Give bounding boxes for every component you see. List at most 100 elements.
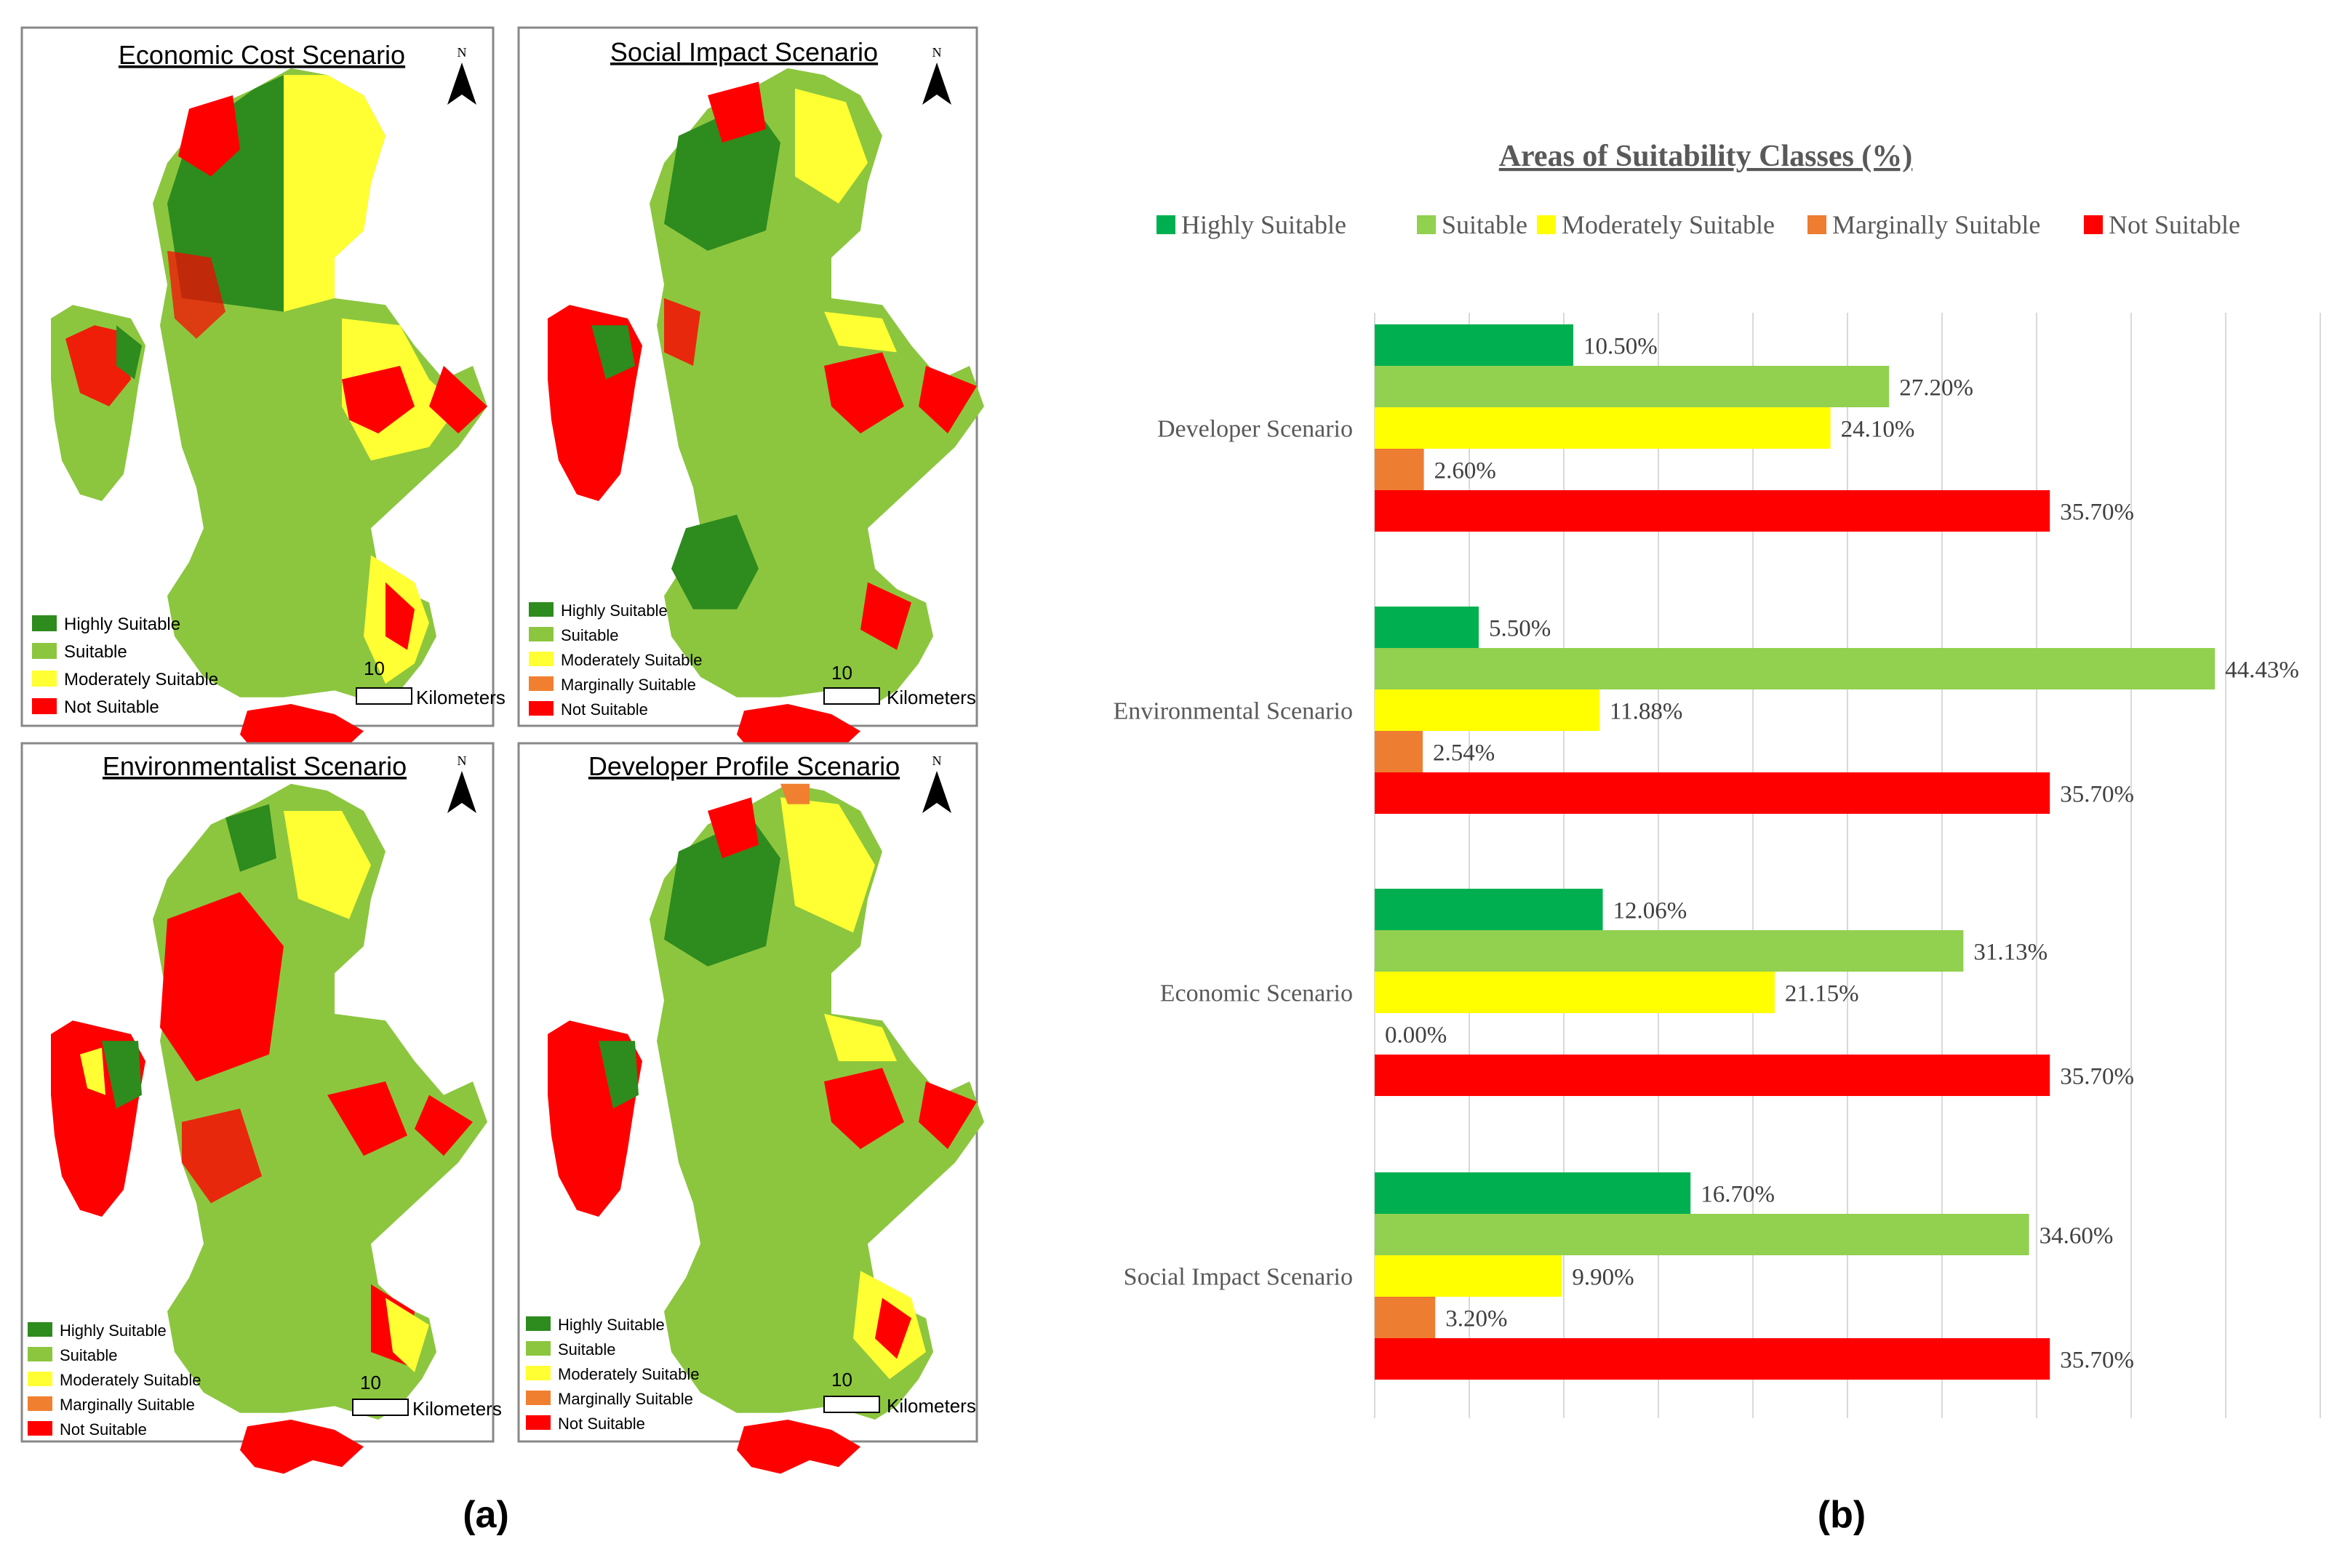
- map-developer-profile: Developer Profile Scenario N Highly Suit…: [517, 742, 984, 1474]
- data-label: 35.70%: [2060, 782, 2134, 808]
- north-label: N: [458, 753, 467, 768]
- legend-swatch: [32, 671, 57, 687]
- bars: [1375, 324, 2216, 1380]
- data-label: 9.90%: [1572, 1265, 1634, 1291]
- legend-label: Moderately Suitable: [558, 1365, 699, 1383]
- bar: [1375, 930, 1964, 972]
- legend-label: Moderately Suitable: [60, 1371, 201, 1389]
- legend-label: Suitable: [64, 642, 127, 662]
- bar: [1375, 607, 1479, 648]
- north-arrow-icon: N: [922, 753, 951, 813]
- legend-label: Marginally Suitable: [1832, 210, 2040, 239]
- map-legend: Highly Suitable Suitable Moderately Suit…: [32, 615, 218, 717]
- map-image: [548, 783, 984, 1474]
- legend-label: Suitable: [60, 1346, 118, 1364]
- scale-unit: Kilometers: [412, 1398, 502, 1420]
- map-social-impact: Social Impact Scenario N Highly Suitable…: [517, 26, 984, 759]
- bar: [1375, 648, 2216, 689]
- legend-swatch: [529, 627, 554, 641]
- map-title: Social Impact Scenario: [610, 37, 878, 67]
- legend-swatch: [526, 1391, 551, 1405]
- category-label: Environmental Scenario: [1113, 698, 1353, 725]
- data-label: 3.20%: [1445, 1306, 1507, 1332]
- north-arrow-icon: N: [447, 753, 476, 813]
- scale-unit: Kilometers: [416, 687, 506, 708]
- data-label: 5.50%: [1489, 616, 1551, 642]
- chart-legend: Highly Suitable Suitable Moderately Suitab…: [1156, 210, 2240, 239]
- scale-bar: 10 Kilometers: [823, 1369, 976, 1417]
- scale-bar: 10 Kilometers: [823, 662, 976, 708]
- map-image: [548, 68, 984, 759]
- bar: [1375, 1338, 2050, 1380]
- north-arrow-icon: N: [922, 45, 951, 105]
- data-label: 31.13%: [1973, 940, 2048, 966]
- legend-label: Not Suitable: [60, 1420, 147, 1439]
- map-environmentalist: Environmentalist Scenario N Highly Suita…: [20, 742, 502, 1474]
- legend-label: Suitable: [558, 1340, 616, 1359]
- legend-swatch: [529, 652, 554, 666]
- north-label: N: [932, 45, 942, 60]
- legend-label: Not Suitable: [2109, 210, 2240, 239]
- north-label: N: [932, 753, 942, 768]
- data-label: 44.43%: [2225, 657, 2299, 684]
- map-title: Developer Profile Scenario: [588, 751, 900, 781]
- legend-swatch: [526, 1415, 551, 1430]
- data-label: 34.60%: [2040, 1223, 2114, 1249]
- legend-label: Moderately Suitable: [64, 670, 218, 689]
- legend-swatch: [529, 701, 554, 716]
- bar: [1375, 1297, 1436, 1338]
- legend-label: Highly Suitable: [1181, 210, 1346, 239]
- legend-label: Highly Suitable: [64, 615, 180, 634]
- bar: [1375, 490, 2050, 532]
- scale-unit: Kilometers: [887, 1395, 976, 1417]
- bar: [1375, 366, 1890, 407]
- data-label: 24.10%: [1841, 417, 1915, 443]
- bar: [1375, 1214, 2029, 1255]
- category-label: Social Impact Scenario: [1124, 1264, 1353, 1291]
- category-labels: Developer Scenario Environmental Scenario…: [1113, 416, 1353, 1291]
- map-image: [51, 783, 487, 1474]
- legend-swatch: [32, 643, 57, 659]
- bar-chart-panel: Areas of Suitability Classes (%) Highly …: [1113, 140, 2321, 1536]
- legend-swatch: [1417, 215, 1436, 234]
- panel-a-label: (a): [463, 1494, 509, 1536]
- bar: [1375, 972, 1775, 1013]
- legend-label: Moderately Suitable: [561, 651, 702, 669]
- legend-label: Not Suitable: [558, 1415, 645, 1433]
- legend-swatch: [529, 676, 554, 691]
- scale-bar: 10 Kilometers: [352, 1372, 502, 1420]
- data-label: 2.60%: [1434, 458, 1496, 484]
- data-label: 16.70%: [1701, 1182, 1775, 1208]
- legend-label: Marginally Suitable: [561, 676, 696, 694]
- legend-swatch: [526, 1341, 551, 1356]
- legend-swatch: [526, 1316, 551, 1331]
- map-legend: Highly Suitable Suitable Moderately Suit…: [529, 601, 702, 719]
- legend-swatch: [28, 1372, 52, 1386]
- bar: [1375, 1255, 1562, 1297]
- legend-swatch: [2084, 215, 2103, 234]
- map-legend: Highly Suitable Suitable Moderately Suit…: [526, 1316, 699, 1433]
- data-label: 27.20%: [1899, 375, 1973, 401]
- bar: [1375, 731, 1423, 772]
- legend-label: Marginally Suitable: [60, 1396, 195, 1414]
- scale-value: 10: [360, 1372, 381, 1393]
- data-label: 35.70%: [2060, 1064, 2134, 1090]
- legend-swatch: [32, 698, 57, 714]
- legend-label: Not Suitable: [561, 700, 648, 719]
- bar: [1375, 324, 1573, 366]
- bar: [1375, 1172, 1691, 1214]
- data-label: 12.06%: [1613, 898, 1687, 924]
- legend-swatch: [529, 602, 554, 617]
- map-image: [51, 68, 487, 759]
- panel-b-label: (b): [1818, 1494, 1866, 1536]
- scale-value: 10: [831, 1369, 852, 1391]
- scale-value: 10: [831, 662, 852, 684]
- legend-label: Marginally Suitable: [558, 1390, 693, 1408]
- legend-label: Not Suitable: [64, 697, 159, 717]
- bar: [1375, 407, 1831, 449]
- data-label: 10.50%: [1583, 334, 1658, 360]
- legend-swatch: [526, 1366, 551, 1380]
- category-label: Developer Scenario: [1157, 416, 1353, 443]
- bar: [1375, 889, 1603, 930]
- data-label: 11.88%: [1610, 699, 1683, 725]
